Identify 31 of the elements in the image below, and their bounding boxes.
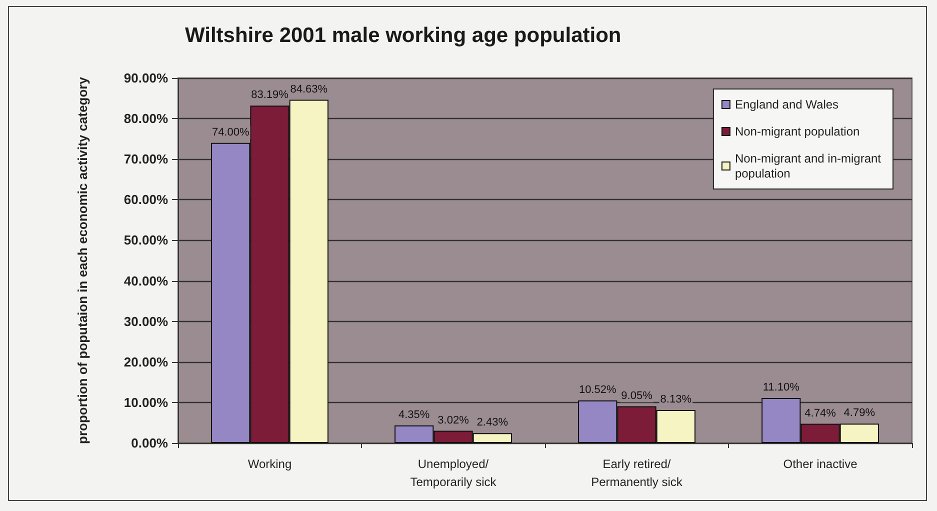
data-label: 4.35% xyxy=(398,408,430,421)
legend-label: Non-migrant population xyxy=(734,124,860,138)
data-label: 8.13% xyxy=(660,394,692,406)
y-tick-label: 30.00% xyxy=(124,314,168,329)
x-tick-label: Other inactive xyxy=(783,457,858,471)
y-tick-label: 70.00% xyxy=(124,152,168,167)
legend-label: Non-migrant and in-migrant population xyxy=(734,152,882,180)
data-label: 83.19% xyxy=(251,89,289,102)
y-tick-label: 10.00% xyxy=(124,394,168,410)
data-label: 74.00% xyxy=(212,126,250,138)
data-label: 11.10% xyxy=(762,381,800,394)
y-tick-label: 50.00% xyxy=(124,232,168,248)
y-tick-label: 20.00% xyxy=(124,354,168,370)
chart-title: Wiltshire 2001 male working age population xyxy=(185,24,622,47)
y-tick-label: 60.00% xyxy=(124,192,168,208)
y-tick-label: 0.00% xyxy=(131,436,168,450)
x-tick-label: Working xyxy=(248,457,292,471)
y-tick-label: 40.00% xyxy=(124,273,168,288)
y-tick-label: 80.00% xyxy=(124,111,168,126)
data-label: 9.05% xyxy=(621,390,653,402)
y-tick-label: 90.00% xyxy=(124,70,168,86)
data-label: 2.43% xyxy=(476,416,508,429)
data-label: 10.52% xyxy=(578,384,616,396)
data-label: 4.79% xyxy=(844,407,876,420)
x-tick-label: Early retired/ Permanently sick xyxy=(591,457,684,489)
data-label: 84.63% xyxy=(290,83,328,96)
legend-label: England and Wales xyxy=(734,98,839,112)
data-label: 4.74% xyxy=(804,407,836,420)
data-label: 3.02% xyxy=(438,414,470,426)
y-axis-title: proportion of poputaion in each economic activity category xyxy=(75,76,90,444)
x-tick-label: Unemployed/ Temporarily sick xyxy=(410,457,498,489)
